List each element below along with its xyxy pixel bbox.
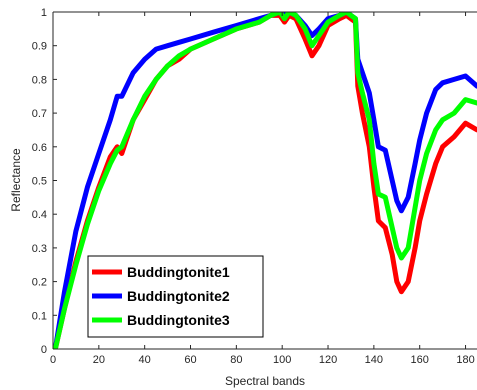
y-tick-label: 0 — [41, 344, 47, 356]
x-tick-label: 120 — [319, 354, 337, 366]
y-tick-label: 0.2 — [32, 277, 47, 289]
legend-label-3: Buddingtonite3 — [127, 312, 230, 328]
series-line-3 — [53, 12, 477, 349]
legend: Buddingtonite1 Buddingtonite2 Buddingtonit… — [87, 255, 264, 338]
legend-label-1: Buddingtonite1 — [127, 264, 230, 280]
y-tick-label: 0.5 — [32, 176, 47, 188]
tick-labels: 0 20 40 60 80 100 120 140 160 180 0 0.1 0.2 0.3 0.4 0.5… — [32, 7, 475, 366]
x-tick-label: 140 — [365, 354, 383, 366]
y-tick-label: 1 — [41, 7, 47, 19]
x-tick-label: 20 — [93, 354, 105, 366]
y-axis-label: Reflectance — [9, 148, 23, 212]
x-tick-label: 0 — [50, 354, 56, 366]
x-tick-label: 60 — [184, 354, 196, 366]
series-lines — [53, 12, 477, 349]
legend-label-2: Buddingtonite2 — [127, 288, 230, 304]
x-tick-label: 40 — [139, 354, 151, 366]
y-tick-label: 0.7 — [32, 108, 47, 120]
axes — [52, 11, 477, 350]
x-tick-label: 100 — [273, 354, 291, 366]
y-tick-label: 0.6 — [32, 142, 47, 154]
x-axis-label: Spectral bands — [225, 374, 305, 388]
x-tick-label: 160 — [411, 354, 429, 366]
y-tick-label: 0.9 — [32, 41, 47, 53]
y-tick-label: 0.1 — [32, 310, 47, 322]
x-tick-label: 180 — [456, 354, 474, 366]
y-tick-label: 0.8 — [32, 74, 47, 86]
y-tick-label: 0.3 — [32, 243, 47, 255]
x-tick-label: 80 — [230, 354, 242, 366]
y-tick-label: 0.4 — [32, 209, 47, 221]
series-line-2 — [53, 12, 477, 349]
